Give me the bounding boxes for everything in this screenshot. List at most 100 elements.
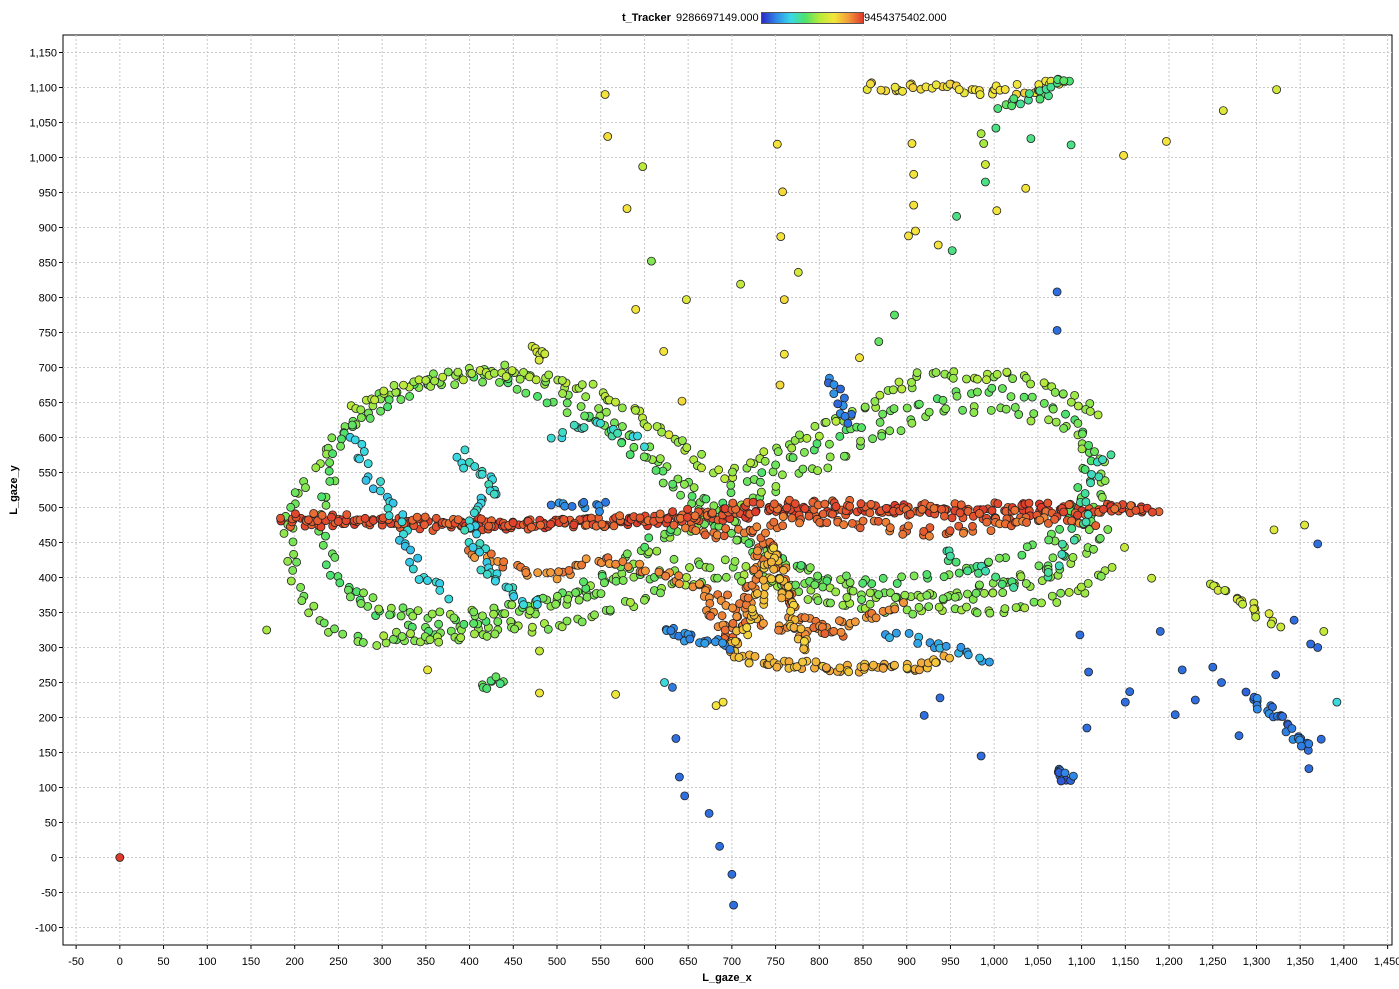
data-point — [1012, 80, 1022, 89]
y-tick-label: 850 — [39, 258, 57, 270]
data-point — [796, 561, 806, 570]
data-point — [747, 604, 757, 614]
data-point — [379, 386, 389, 396]
data-point — [831, 587, 841, 597]
data-point — [1218, 106, 1228, 115]
data-point — [443, 367, 453, 377]
data-point — [825, 452, 835, 462]
data-point — [372, 641, 382, 650]
data-point — [625, 450, 635, 460]
data-point — [836, 627, 846, 637]
data-point — [839, 520, 849, 530]
data-point — [434, 637, 444, 647]
data-point — [626, 598, 635, 607]
x-tick-label: 50 — [157, 956, 169, 968]
data-point — [472, 529, 482, 539]
data-point — [749, 565, 759, 575]
data-point — [1107, 563, 1117, 572]
data-point — [777, 593, 787, 603]
data-point — [405, 557, 415, 567]
data-point — [659, 346, 669, 356]
data-point — [715, 841, 724, 851]
data-point — [736, 279, 745, 289]
data-point — [954, 568, 964, 578]
data-point — [581, 554, 591, 564]
data-point — [792, 662, 802, 672]
data-point — [435, 586, 445, 595]
data-point — [569, 420, 579, 430]
data-point — [460, 525, 470, 535]
data-point — [396, 395, 406, 404]
data-point — [661, 571, 671, 581]
data-point — [919, 711, 929, 720]
data-point — [536, 520, 545, 530]
data-point — [521, 388, 531, 398]
data-point — [467, 369, 477, 378]
data-point — [262, 625, 272, 635]
data-point — [800, 613, 810, 623]
data-point — [590, 610, 599, 620]
data-point — [867, 579, 877, 589]
data-point — [755, 499, 765, 509]
data-point — [909, 200, 919, 210]
data-point — [599, 578, 609, 588]
data-point — [775, 574, 785, 584]
data-point — [714, 465, 724, 475]
data-point — [971, 588, 981, 598]
data-point — [1022, 542, 1032, 552]
data-point — [1039, 398, 1049, 408]
data-point — [991, 123, 1001, 133]
data-point — [1106, 450, 1116, 460]
x-tick-label: 1,150 — [1112, 956, 1140, 968]
data-point — [577, 380, 587, 390]
data-point — [1081, 497, 1091, 507]
data-point — [892, 628, 901, 638]
data-point — [427, 609, 437, 619]
data-point — [732, 535, 742, 545]
data-point — [981, 160, 990, 169]
data-point — [871, 613, 881, 623]
data-point — [1313, 643, 1323, 652]
data-point — [1066, 397, 1076, 407]
data-point — [540, 349, 550, 359]
data-point — [683, 512, 692, 522]
data-point — [1068, 553, 1078, 562]
data-point — [898, 86, 907, 96]
data-point — [950, 592, 960, 602]
data-point — [929, 504, 939, 514]
data-point — [452, 452, 462, 462]
data-point — [779, 349, 789, 359]
data-point — [577, 560, 586, 570]
data-point — [680, 479, 689, 489]
data-point — [818, 582, 828, 592]
data-point — [727, 869, 737, 879]
data-point — [567, 501, 577, 511]
data-point — [303, 515, 313, 525]
data-point — [908, 609, 918, 619]
data-point — [596, 418, 605, 428]
data-point — [1249, 604, 1259, 614]
data-point — [1100, 476, 1110, 486]
data-point — [1044, 519, 1053, 528]
data-point — [875, 390, 885, 400]
y-tick-label: 700 — [39, 363, 57, 375]
data-point — [743, 593, 753, 603]
x-tick-label: -50 — [68, 956, 84, 968]
data-point — [845, 501, 855, 511]
data-point — [730, 557, 740, 566]
data-point — [1026, 134, 1036, 144]
x-tick-label: 300 — [373, 956, 391, 968]
data-point — [290, 509, 300, 519]
data-point — [713, 573, 722, 583]
data-point — [1059, 423, 1068, 433]
data-point — [805, 563, 815, 572]
data-point — [507, 366, 517, 376]
y-tick-label: 100 — [39, 783, 57, 795]
data-point — [813, 596, 823, 605]
data-point — [931, 658, 940, 667]
data-point — [890, 82, 900, 92]
data-point — [858, 578, 868, 588]
data-point — [972, 608, 982, 618]
data-point — [860, 402, 870, 412]
data-point — [991, 572, 1000, 582]
